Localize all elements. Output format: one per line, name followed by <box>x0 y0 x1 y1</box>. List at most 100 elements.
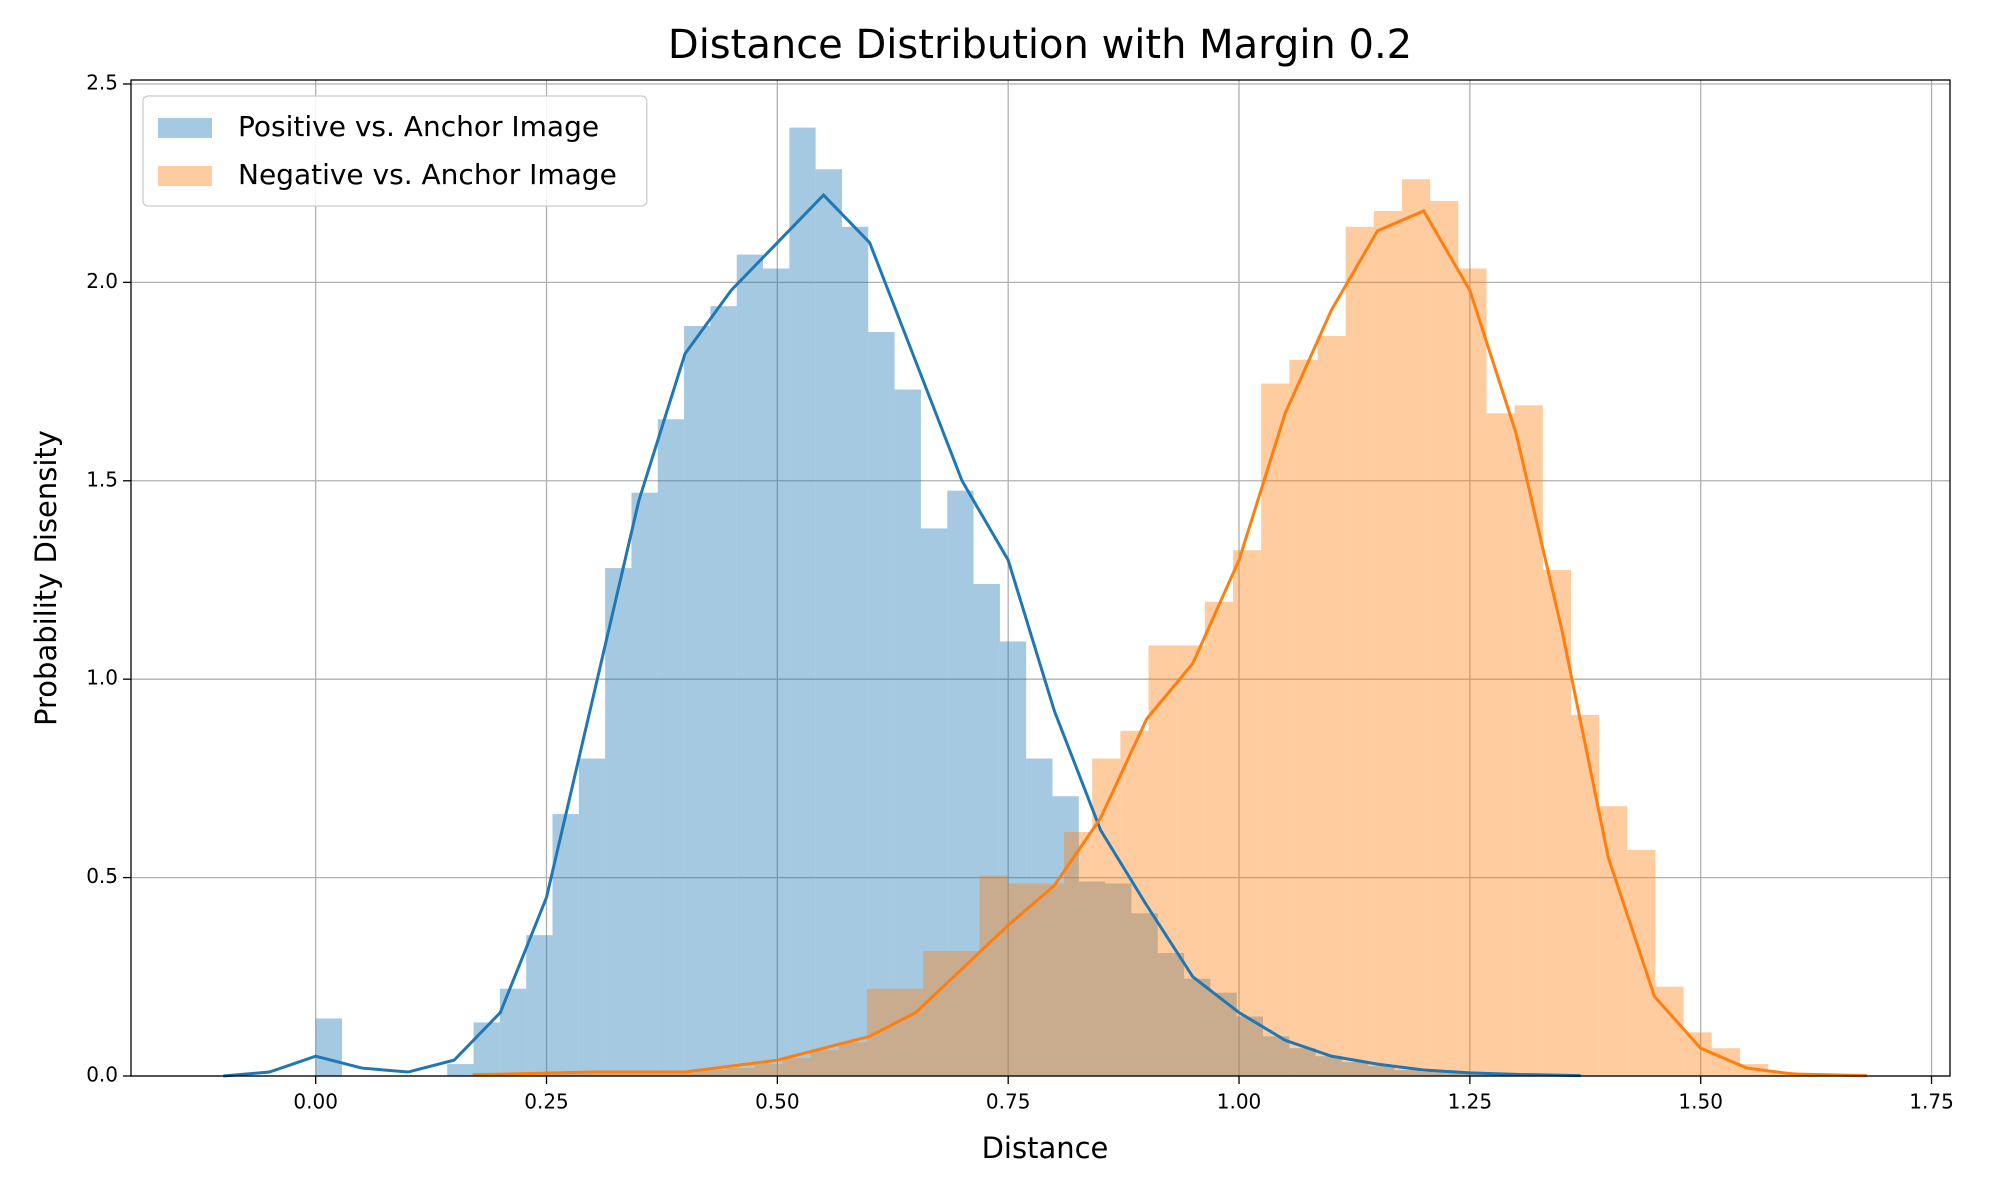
bar <box>894 389 921 1077</box>
x-tick-label: 0.50 <box>755 1090 800 1114</box>
y-tick-label: 0.0 <box>86 1063 118 1087</box>
y-axis-label: Probability Disensity <box>29 430 63 726</box>
bar <box>895 988 924 1076</box>
bar <box>1447 1072 1474 1076</box>
bar <box>613 1072 642 1076</box>
bar <box>841 226 869 1076</box>
bar <box>1373 210 1402 1076</box>
bar <box>1514 405 1543 1076</box>
bar <box>1368 1066 1395 1076</box>
legend-label: Negative vs. Anchor Image <box>238 158 617 191</box>
bar <box>1263 1036 1290 1076</box>
bar <box>923 951 952 1076</box>
x-tick-label: 0.25 <box>524 1090 569 1114</box>
bar <box>1035 883 1065 1076</box>
plot-frame <box>130 79 1951 1077</box>
bar <box>526 935 553 1076</box>
histogram-bars <box>472 179 1825 1076</box>
bar <box>868 331 895 1077</box>
y-tick-label: 2.5 <box>86 70 118 94</box>
bar <box>1078 881 1106 1076</box>
bar <box>920 528 948 1076</box>
bar <box>1627 849 1656 1076</box>
bar <box>578 758 606 1076</box>
bar <box>1394 1070 1421 1076</box>
bar <box>585 1073 614 1076</box>
bar <box>684 326 711 1076</box>
bar <box>1026 758 1053 1076</box>
legend: Positive vs. Anchor Image Negative vs. An… <box>142 95 648 207</box>
bar <box>641 1072 670 1076</box>
bar <box>1184 978 1211 1076</box>
bar <box>631 492 658 1076</box>
bar <box>710 306 737 1077</box>
bar <box>838 1042 867 1076</box>
y-tick-label: 1.5 <box>86 467 118 491</box>
bar <box>1131 913 1158 1076</box>
y-tick-label: 2.0 <box>86 269 118 293</box>
bar <box>1233 550 1262 1076</box>
bar <box>782 1058 811 1076</box>
bar <box>789 127 816 1076</box>
bar <box>1092 758 1121 1076</box>
bar <box>1683 1032 1712 1076</box>
bar <box>1420 1072 1448 1076</box>
bar <box>979 875 1008 1076</box>
bar <box>447 1064 474 1076</box>
bar <box>1007 883 1036 1076</box>
bar <box>1289 359 1318 1076</box>
y-tick-label: 0.5 <box>86 864 118 888</box>
bar <box>1176 645 1205 1076</box>
bar <box>973 583 1000 1076</box>
bar <box>1599 806 1628 1076</box>
bar <box>815 169 842 1077</box>
bar <box>1105 883 1132 1076</box>
bar <box>1345 226 1374 1076</box>
histogram-bars <box>315 127 1579 1077</box>
bar <box>1473 1074 1500 1076</box>
x-tick-label: 0.00 <box>293 1090 338 1114</box>
bar <box>810 1050 839 1076</box>
chart-title: Distance Distribution with Margin 0.2 <box>668 22 1412 68</box>
bar <box>1148 645 1177 1076</box>
bar <box>1486 413 1515 1076</box>
bar <box>1458 268 1487 1076</box>
bar <box>951 951 980 1076</box>
bar <box>1064 831 1093 1076</box>
bar <box>1157 952 1185 1076</box>
bar <box>866 988 896 1076</box>
legend-label: Positive vs. Anchor Image <box>238 110 599 143</box>
bar <box>657 419 685 1076</box>
bar <box>528 1074 558 1076</box>
bar <box>1570 714 1600 1076</box>
x-axis-label: Distance <box>982 1131 1109 1165</box>
bar <box>1236 1016 1264 1076</box>
x-tick-label: 1.75 <box>1909 1090 1954 1114</box>
x-tick-label: 1.00 <box>1217 1090 1262 1114</box>
kde-line <box>472 209 1867 1078</box>
legend-swatch <box>158 166 212 186</box>
bar <box>473 1022 500 1076</box>
bar <box>1655 986 1684 1076</box>
bar <box>1261 383 1290 1076</box>
bar <box>605 568 632 1076</box>
bar <box>1341 1062 1369 1076</box>
bar <box>697 1070 727 1076</box>
legend-swatch <box>158 118 212 138</box>
x-tick-label: 0.75 <box>986 1090 1031 1114</box>
bar <box>669 1071 698 1076</box>
bar <box>315 1018 342 1076</box>
bar <box>1289 1048 1316 1076</box>
bar <box>754 1064 783 1076</box>
bar <box>1317 335 1346 1076</box>
bar <box>1052 796 1079 1076</box>
bar <box>1542 570 1571 1076</box>
y-tick-label: 1.0 <box>86 666 118 690</box>
x-tick-label: 1.25 <box>1448 1090 1493 1114</box>
kde-line <box>223 192 1581 1078</box>
bar <box>1430 201 1459 1076</box>
bar <box>726 1068 755 1076</box>
bar <box>1315 1056 1342 1076</box>
bar <box>736 254 764 1077</box>
